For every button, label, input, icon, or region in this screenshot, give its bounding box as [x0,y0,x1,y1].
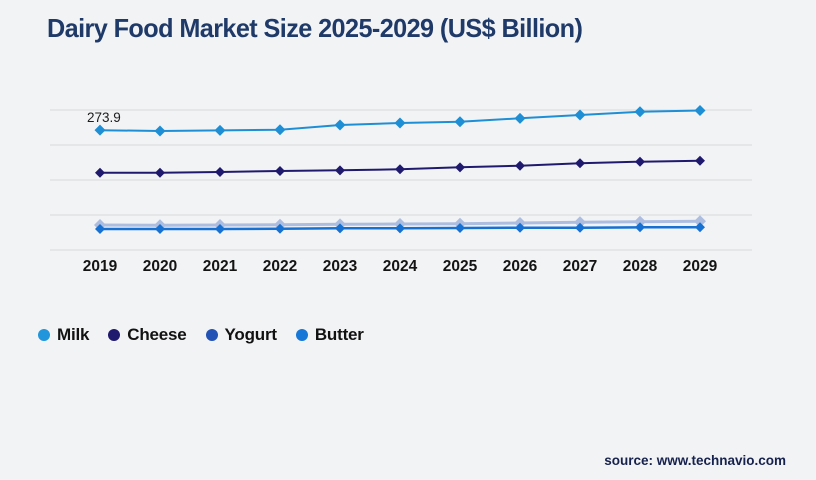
legend-item-cheese: Cheese [108,325,187,345]
x-axis-label-2026: 2026 [503,258,538,275]
x-axis-label-2027: 2027 [563,258,597,275]
marker-yogurt-2028 [634,215,646,228]
marker-cheese-2020 [155,167,165,178]
legend-label-butter: Butter [314,325,364,344]
marker-butter-2029 [695,222,705,233]
marker-yogurt-2027 [574,216,586,229]
marker-cheese-2027 [575,158,585,169]
chart-title: Dairy Food Market Size 2025-2029 (US$ Bi… [47,13,583,43]
marker-butter-2024 [395,223,405,234]
chart-legend: Milk Cheese Yogurt Butter [38,325,364,345]
marker-cheese-2028 [635,156,645,167]
legend-item-milk: Milk [38,325,89,345]
legend-item-yogurt: Yogurt [205,325,278,345]
legend-label-milk: Milk [57,325,90,344]
line-chart: 2019 2020 2021 2022 2023 2024 2025 2026 2027 2028… [50,104,752,275]
x-axis-label-2022: 2022 [263,258,297,275]
gridlines [50,109,752,251]
marker-butter-2026 [515,222,525,233]
series-milk [94,104,706,137]
legend-item-butter: Butter [295,325,364,345]
marker-milk-2026 [514,112,526,124]
x-axis-label-2028: 2028 [623,258,658,275]
x-axis-label-2021: 2021 [203,258,238,275]
marker-cheese-2023 [335,165,345,176]
legend-dot-cheese [108,329,121,341]
x-axis-label-2025: 2025 [443,258,478,275]
x-axis-label-2029: 2029 [683,258,718,275]
x-axis-labels: 2019 2020 2021 2022 2023 2024 2025 2026 2027 2028… [83,258,718,275]
marker-cheese-2025 [455,162,465,173]
series-butter [95,222,705,234]
marker-milk-2021 [214,124,226,136]
data-label-milk-2019: 273.9 [87,110,121,125]
marker-milk-2025 [454,116,466,128]
marker-cheese-2026 [515,160,525,171]
series-cheese [95,155,705,178]
legend-label-cheese: Cheese [127,325,187,344]
legend-dot-butter [295,329,308,341]
legend-dot-milk [38,329,50,341]
marker-butter-2019 [95,224,105,234]
marker-cheese-2021 [215,166,225,177]
marker-butter-2027 [575,222,585,233]
marker-milk-2020 [154,125,166,137]
marker-milk-2022 [274,124,286,136]
marker-butter-2021 [215,224,225,234]
legend-dot-yogurt [205,329,218,341]
marker-cheese-2029 [695,155,705,166]
marker-butter-2022 [275,223,285,234]
x-axis-label-2020: 2020 [143,258,177,275]
marker-milk-2024 [394,117,406,129]
legend-label-yogurt: Yogurt [224,325,278,344]
marker-milk-2028 [634,106,646,118]
x-axis-label-2024: 2024 [383,258,418,275]
marker-butter-2020 [155,224,165,234]
marker-milk-2023 [334,119,346,131]
marker-milk-2019 [94,124,106,136]
marker-butter-2025 [455,222,465,233]
x-axis-label-2019: 2019 [83,258,118,275]
marker-cheese-2022 [275,165,285,176]
marker-milk-2027 [574,109,586,121]
marker-butter-2023 [335,223,345,234]
marker-yogurt-2029 [694,215,706,228]
source-attribution: source: www.technavio.com [604,453,786,468]
marker-milk-2029 [694,104,706,116]
x-axis-label-2023: 2023 [323,258,358,275]
marker-cheese-2024 [395,164,405,175]
marker-cheese-2019 [95,167,105,178]
marker-butter-2028 [635,222,645,233]
